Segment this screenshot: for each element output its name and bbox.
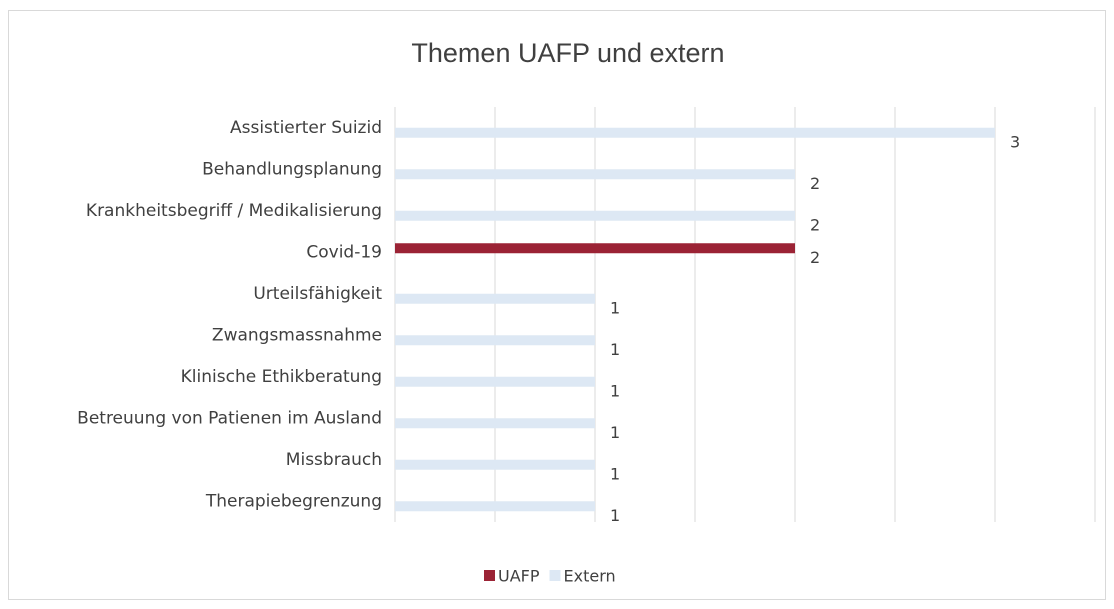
bar (395, 335, 595, 346)
data-label: 2 (810, 174, 820, 193)
chart-title: Themen UAFP und extern (411, 38, 724, 68)
y-tick-label: Betreuung von Patienen im Ausland (77, 408, 382, 428)
y-tick-label: Krankheitsbegriff / Medikalisierung (86, 201, 382, 221)
y-tick-label: Behandlungsplanung (202, 159, 382, 179)
bar (395, 169, 795, 180)
data-label: 1 (610, 464, 620, 483)
legend-label: Extern (564, 567, 616, 586)
y-tick-label: Therapiebegrenzung (205, 491, 382, 511)
legend-swatch (484, 570, 495, 581)
y-tick-label: Missbrauch (286, 450, 382, 470)
data-label: 1 (610, 298, 620, 317)
y-tick-label: Urteilsfähigkeit (253, 284, 382, 304)
y-tick-label: Covid-19 (306, 242, 382, 262)
bar (395, 418, 595, 429)
bar (395, 376, 595, 387)
data-label: 2 (810, 248, 820, 267)
bar (395, 459, 595, 470)
legend-label: UAFP (498, 567, 540, 586)
legend-swatch (549, 570, 561, 581)
data-label: 1 (610, 381, 620, 400)
bar (395, 210, 795, 221)
bar (395, 127, 995, 138)
data-label: 1 (610, 506, 620, 525)
y-tick-label: Zwangsmassnahme (212, 325, 382, 345)
data-label: 3 (1010, 132, 1020, 151)
data-label: 1 (610, 340, 620, 359)
bar (395, 243, 795, 254)
bar (395, 501, 595, 512)
y-tick-label: Klinische Ethikberatung (181, 367, 382, 387)
data-label: 1 (610, 423, 620, 442)
bar (395, 293, 595, 304)
data-label: 2 (810, 215, 820, 234)
y-tick-label: Assistierter Suizid (230, 118, 382, 138)
